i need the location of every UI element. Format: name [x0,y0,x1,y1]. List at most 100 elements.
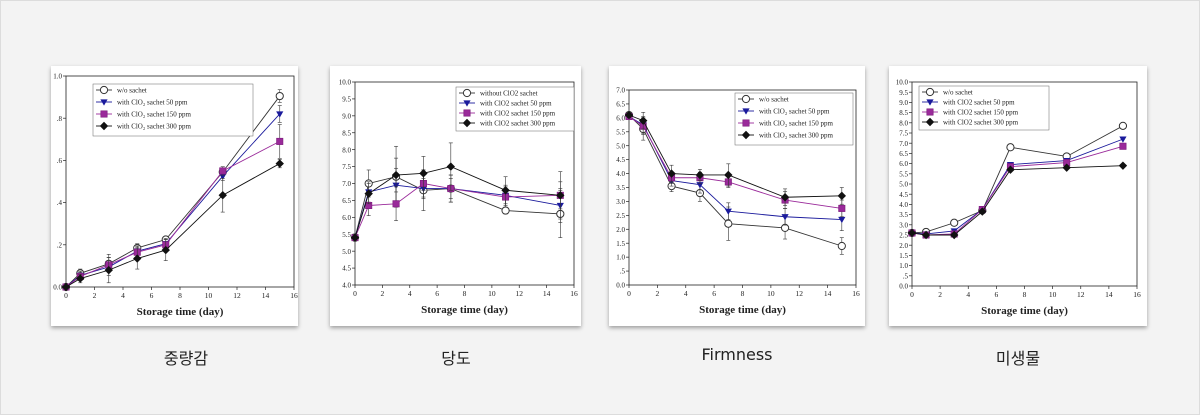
y-tick-label: 9.0 [899,99,908,107]
y-tick-label: 1.0 [899,262,908,270]
y-tick-label: 1.0 [53,73,62,81]
y-tick-label: 1.5 [899,252,908,260]
x-tick-label: 2 [381,289,385,298]
legend-marker [742,108,750,115]
x-axis-label: Storage time (day) [699,304,786,316]
y-tick-label: 8.0 [899,119,908,127]
weight-chart: 0 2 4 6 8 10 12 14 16 0.0 .2 .4 .6 .8 1.0 Storage time … [53,73,298,318]
data-point [667,169,676,178]
data-point [724,219,733,228]
y-tick-label: .8 [57,115,63,123]
microbe-chart: 0 2 4 6 8 10 12 14 16 0.0 .5 1.0 1.5 2.0 2.5 3.0 3.5 4.0 4… [896,79,1141,317]
series-line [354,166,561,238]
series-3 [908,142,1127,239]
data-point [501,186,510,195]
data-point [275,159,284,168]
data-point [837,241,846,251]
series-line [354,184,561,238]
x-tick-label: 14 [262,291,270,300]
chart-card-sweetness: 0 2 4 6 8 10 12 14 16 4.0 4.5 5.0 5.5 6.0 6.5 7.0 7.5 8.0… [330,66,581,326]
y-tick-label: 3.0 [899,221,908,229]
legend-label: with ClO2 sachet 50 ppm [480,100,552,108]
legend-box [455,86,575,132]
x-tick-label: 12 [796,289,804,298]
legend-box [734,92,854,146]
x-tick-label: 12 [233,291,241,300]
legend-label: w/o sachet [117,87,147,95]
y-tick-label: 7.0 [342,180,351,188]
legend-box [918,85,1050,131]
legend-marker [741,94,751,104]
y-tick-label: 2.0 [899,242,908,250]
data-point [364,189,373,198]
legend-marker [462,118,472,128]
x-tick-label: 8 [741,289,745,298]
y-tick-label: .6 [57,157,63,165]
legend-marker [926,108,934,116]
legend-label: with ClO2 sachet 50 ppm [943,99,1015,107]
legend-label: with ClO₂ sachet 300 ppm [117,123,192,131]
x-tick-label: 6 [712,289,716,298]
x-tick-label: 14 [1105,290,1113,299]
x-tick-label: 4 [121,291,125,300]
data-point [133,254,142,263]
y-tick-label: .4 [57,199,63,207]
data-point [446,162,456,171]
data-point [1062,163,1071,172]
x-tick-label: 12 [1077,290,1085,299]
data-point [624,110,634,120]
caption-weight: 중량감 [163,349,209,368]
x-tick-label: 2 [938,290,942,299]
legend-label: with ClO2 sachet 300 ppm [480,120,556,128]
y-tick-label: 6.5 [899,150,908,158]
x-tick-label: 16 [1133,290,1141,299]
series-line [65,113,281,288]
y-tick-label: 5.0 [899,181,908,189]
legend-marker [100,99,108,106]
y-tick-label: 7.0 [899,140,908,148]
legend-marker [741,130,751,140]
caption-sweetness: 당도 [441,349,471,368]
x-axis-label: Storage time (day) [421,304,508,316]
series-line [911,145,1124,236]
y-tick-label: .5 [903,272,909,280]
y-tick-label: 2.0 [616,226,625,234]
y-tick-label: 4.0 [342,282,351,290]
x-tick-label: 2 [93,291,97,300]
series-line [911,165,1123,236]
y-tick-label: 7.5 [899,130,908,138]
series-4 [624,110,847,206]
series-line [911,125,1124,234]
x-tick-label: 6 [995,290,999,299]
x-tick-label: 4 [966,290,970,299]
x-tick-label: 6 [150,291,154,300]
x-tick-label: 16 [852,289,860,298]
y-tick-label: 5.5 [899,170,908,178]
data-point [724,208,732,215]
y-tick-label: 5.5 [616,128,625,136]
y-tick-label: 4.0 [616,170,625,178]
data-point [391,170,401,180]
y-tick-label: 4.5 [616,156,625,164]
chart-card-microbe: 0 2 4 6 8 10 12 14 16 0.0 .5 1.0 1.5 2.0 2.5 3.0 3.5 4.0 4… [889,66,1147,326]
y-tick-label: 10.0 [339,79,352,87]
data-point [392,200,400,208]
legend-label: with ClO₂ sachet 300 ppm [759,132,834,140]
legend-label: with ClO₂ sachet 50 ppm [759,108,830,116]
y-tick-label: 0.0 [899,283,908,291]
y-tick-label: 0.0 [53,284,62,292]
data-point [61,282,71,292]
x-tick-label: 16 [570,289,578,298]
y-tick-label: 5.5 [342,231,351,239]
legend-marker [100,110,108,118]
series-1 [350,145,565,242]
legend-label: w/o sachet [943,89,973,97]
legend-marker [742,119,750,127]
y-tick-label: 6.5 [342,197,351,205]
caption-microbe: 미생물 [995,349,1041,368]
legend-marker [462,88,472,98]
y-tick-label: 9.0 [342,112,351,120]
data-point [949,230,959,240]
series-line [354,176,561,238]
x-axis-label: Storage time (day) [981,305,1068,317]
